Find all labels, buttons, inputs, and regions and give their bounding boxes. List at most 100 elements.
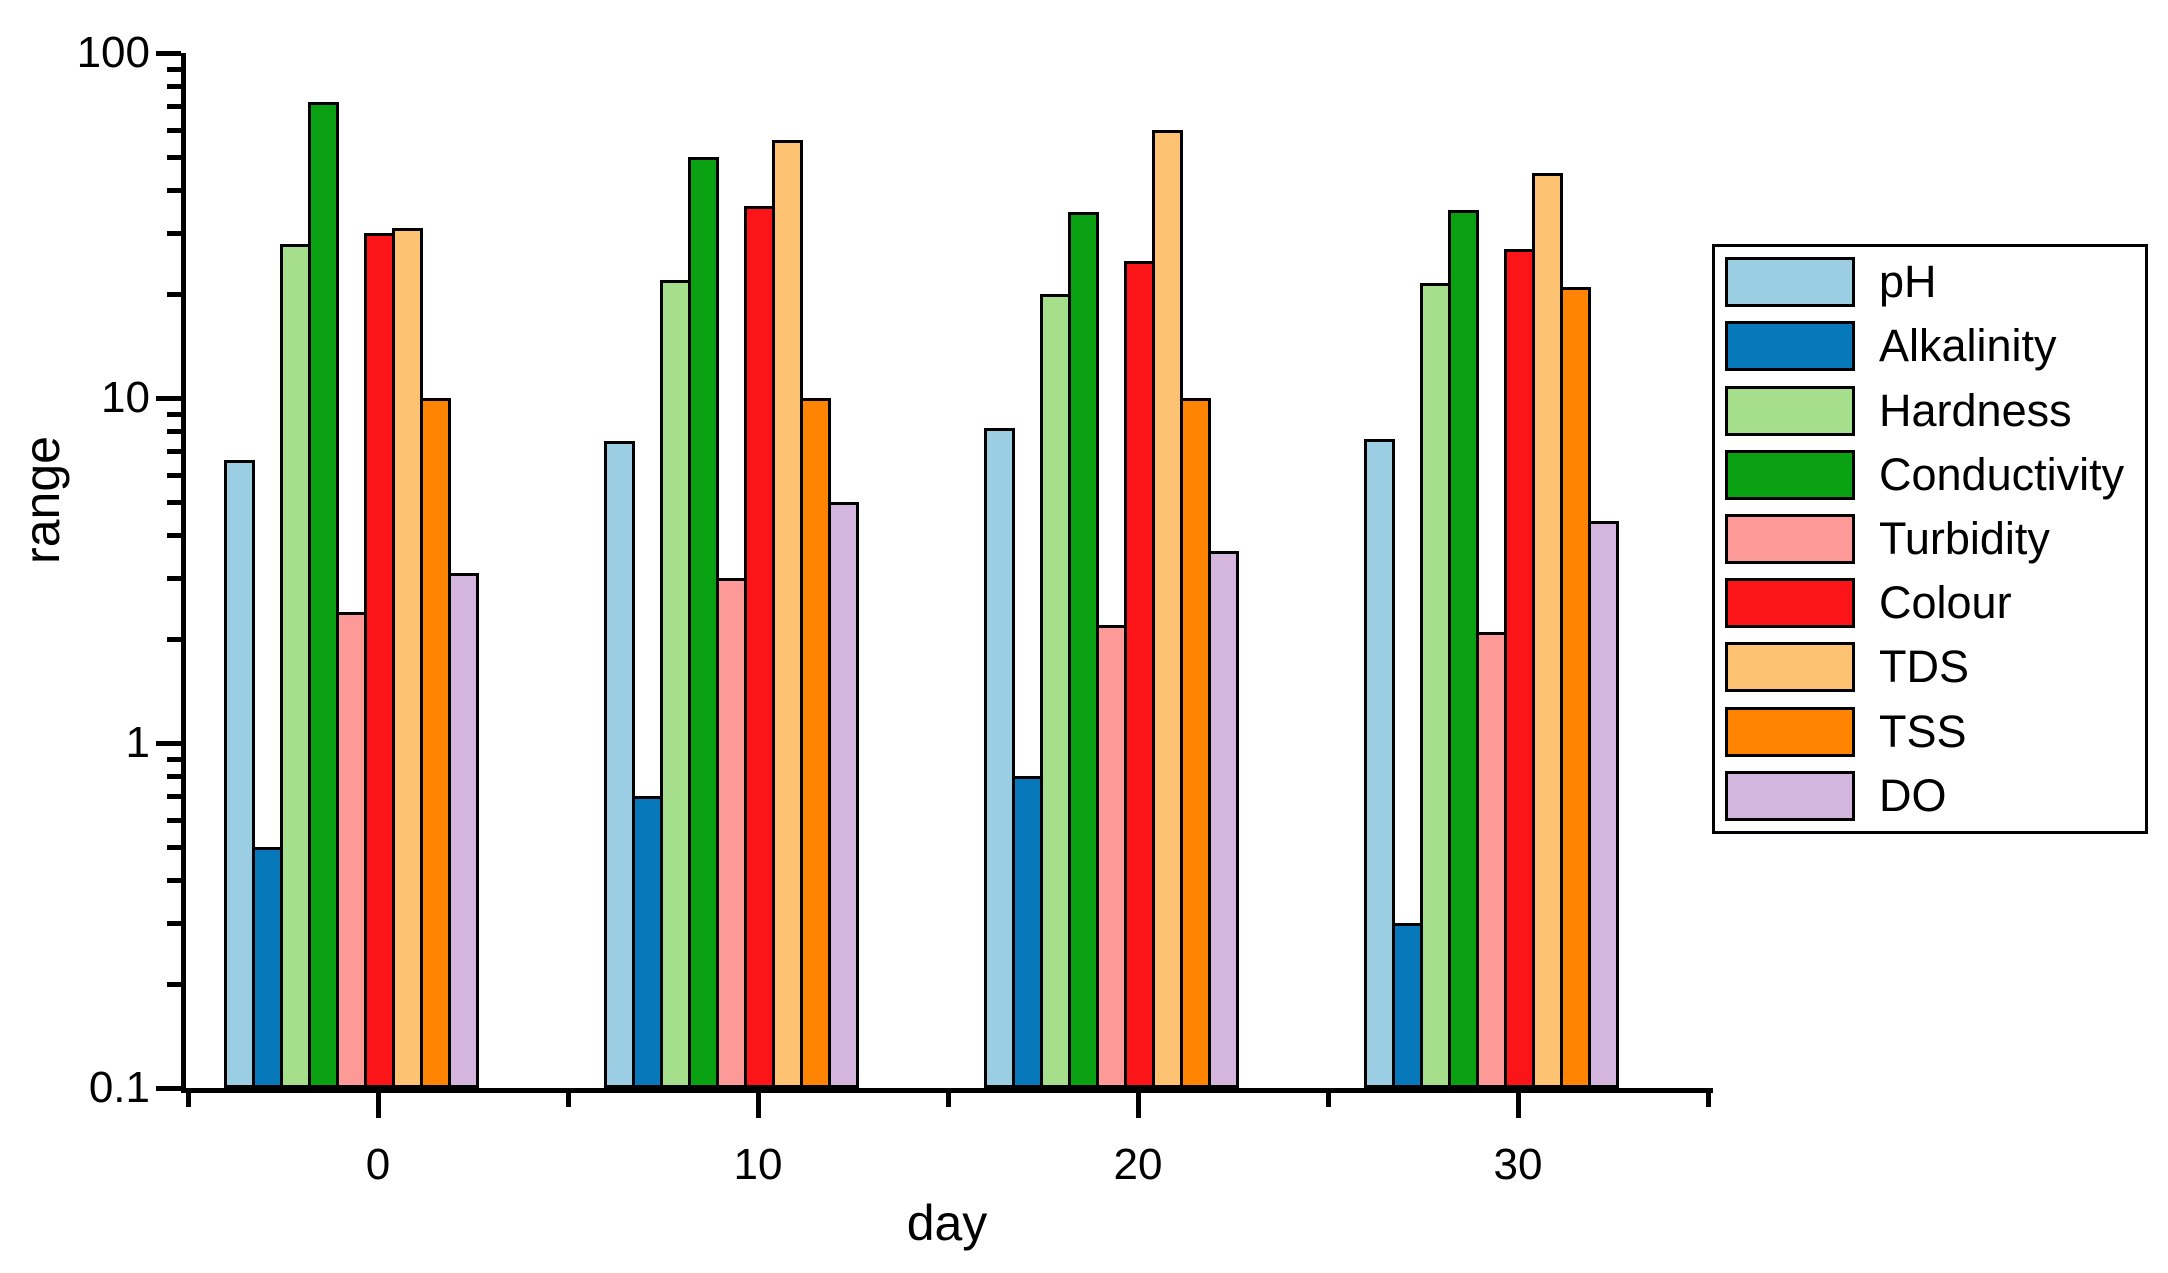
- y-minor-tick: [167, 817, 181, 823]
- y-minor-tick: [167, 878, 181, 884]
- bar-tds-day10: [772, 139, 803, 1088]
- bar-colour-day0: [364, 233, 395, 1088]
- bar-turbidity-day0: [336, 611, 367, 1088]
- y-minor-tick: [167, 533, 181, 539]
- x-major-tick: [1136, 1093, 1141, 1118]
- legend-swatch-alkalinity: [1725, 321, 1855, 372]
- bar-hardness-day0: [280, 243, 311, 1088]
- y-minor-tick: [167, 411, 181, 417]
- y-minor-tick: [167, 154, 181, 160]
- bar-hardness-day30: [1420, 283, 1451, 1088]
- legend-swatch-conductivity: [1725, 449, 1855, 500]
- legend-item: Hardness: [1725, 382, 2145, 440]
- y-axis-line: [181, 53, 186, 1093]
- x-minor-tick: [1706, 1093, 1711, 1107]
- x-minor-tick: [566, 1093, 571, 1107]
- y-minor-tick: [167, 449, 181, 455]
- legend-item: TSS: [1725, 703, 2145, 761]
- bar-tss-day10: [800, 398, 831, 1088]
- y-minor-tick: [167, 188, 181, 194]
- legend-swatch-do: [1725, 770, 1855, 821]
- bar-conductivity-day10: [688, 156, 719, 1088]
- legend-swatch-hardness: [1725, 385, 1855, 436]
- y-major-tick: [156, 1086, 181, 1091]
- bar-ph-day10: [604, 441, 635, 1088]
- bar-ph-day20: [984, 427, 1015, 1088]
- legend-label: DO: [1879, 769, 1947, 821]
- y-major-tick: [156, 741, 181, 746]
- y-minor-tick: [167, 637, 181, 643]
- bar-tds-day20: [1152, 129, 1183, 1088]
- y-minor-tick: [167, 756, 181, 762]
- y-minor-tick: [167, 576, 181, 582]
- legend-item: TDS: [1725, 638, 2145, 696]
- legend-item: Turbidity: [1725, 510, 2145, 568]
- bar-conductivity-day30: [1448, 210, 1479, 1088]
- x-axis-line: [181, 1088, 1713, 1093]
- legend-box: pH Alkalinity Hardness Conductivity Turbidit…: [1712, 244, 2148, 834]
- legend-label: Colour: [1879, 577, 2012, 629]
- x-tick-label: 10: [733, 1140, 783, 1189]
- y-axis-title: range: [14, 436, 70, 564]
- y-minor-tick: [167, 472, 181, 478]
- y-minor-tick: [167, 104, 181, 110]
- bar-turbidity-day30: [1476, 631, 1507, 1088]
- bar-colour-day30: [1504, 249, 1535, 1088]
- bar-do-day30: [1588, 521, 1619, 1088]
- y-minor-tick: [167, 231, 181, 237]
- x-tick-label: 0: [365, 1140, 391, 1189]
- legend-item: Colour: [1725, 574, 2145, 632]
- bar-colour-day20: [1124, 260, 1155, 1088]
- x-major-tick: [756, 1093, 761, 1118]
- x-minor-tick: [1326, 1093, 1331, 1107]
- bar-do-day10: [828, 501, 859, 1088]
- legend-swatch-tds: [1725, 642, 1855, 693]
- y-minor-tick: [167, 774, 181, 780]
- y-minor-tick: [167, 127, 181, 133]
- x-minor-tick: [186, 1093, 191, 1107]
- bar-tss-day20: [1180, 398, 1211, 1088]
- legend-label: Alkalinity: [1879, 320, 2057, 372]
- bar-conductivity-day0: [308, 102, 339, 1088]
- bar-tds-day30: [1532, 172, 1563, 1088]
- y-tick-label: 1: [125, 718, 150, 767]
- bar-conductivity-day20: [1068, 212, 1099, 1088]
- y-major-tick: [156, 51, 181, 56]
- bar-hardness-day10: [660, 279, 691, 1088]
- y-minor-tick: [167, 499, 181, 505]
- y-minor-tick: [167, 794, 181, 800]
- bar-turbidity-day20: [1096, 624, 1127, 1088]
- bar-alkalinity-day20: [1012, 776, 1043, 1088]
- x-major-tick: [376, 1093, 381, 1118]
- y-minor-tick: [167, 921, 181, 927]
- y-major-tick: [156, 396, 181, 401]
- bar-ph-day0: [224, 460, 255, 1088]
- legend-label: Turbidity: [1879, 512, 2050, 564]
- bar-alkalinity-day0: [252, 846, 283, 1088]
- bar-do-day20: [1208, 551, 1239, 1088]
- bar-hardness-day20: [1040, 294, 1071, 1088]
- y-minor-tick: [167, 982, 181, 988]
- legend-swatch-turbidity: [1725, 513, 1855, 564]
- legend-label: Conductivity: [1879, 448, 2125, 500]
- bar-alkalinity-day30: [1392, 923, 1423, 1088]
- x-tick-label: 20: [1113, 1140, 1163, 1189]
- y-tick-label: 10: [101, 373, 150, 422]
- y-minor-tick: [167, 429, 181, 435]
- legend-swatch-tss: [1725, 706, 1855, 757]
- y-minor-tick: [167, 66, 181, 72]
- legend-item: pH: [1725, 253, 2145, 311]
- bar-ph-day30: [1364, 439, 1395, 1088]
- x-major-tick: [1516, 1093, 1521, 1118]
- x-tick-label: 30: [1493, 1140, 1543, 1189]
- y-minor-tick: [167, 292, 181, 298]
- bar-do-day0: [448, 573, 479, 1088]
- bar-alkalinity-day10: [632, 796, 663, 1088]
- legend-item: Conductivity: [1725, 446, 2145, 504]
- x-minor-tick: [946, 1093, 951, 1107]
- legend-item: Alkalinity: [1725, 317, 2145, 375]
- legend-label: TDS: [1879, 641, 1969, 693]
- bar-colour-day10: [744, 206, 775, 1088]
- y-minor-tick: [167, 844, 181, 850]
